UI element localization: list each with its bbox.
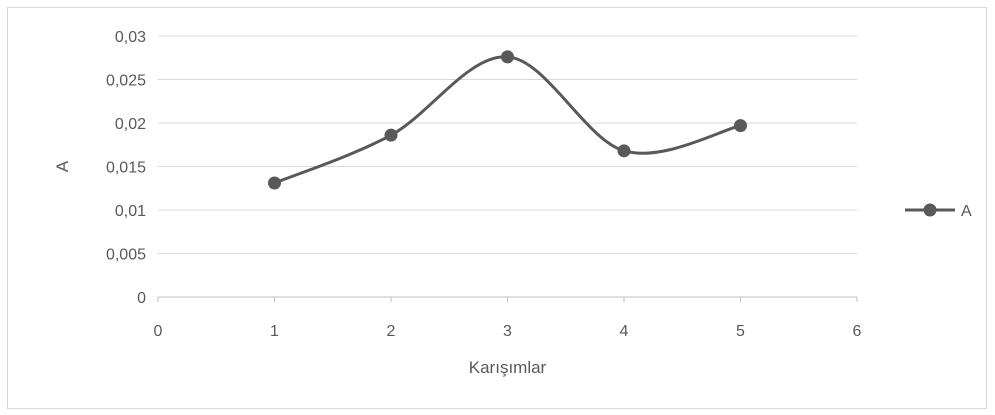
- chart-area: [7, 7, 987, 409]
- x-tick-label: 2: [387, 323, 396, 340]
- x-axis-tick-marks: [157, 297, 858, 302]
- y-tick-label: 0,015: [106, 160, 146, 177]
- x-axis-ticks: 0 1 2 3 4 5 6: [154, 323, 862, 340]
- series-group: [268, 50, 747, 190]
- data-point[interactable]: [501, 50, 514, 64]
- y-tick-label: 0: [137, 290, 146, 307]
- y-axis-ticks: 0 0,005 0,01 0,015 0,02 0,025 0,03: [106, 29, 146, 307]
- x-tick-label: 1: [270, 323, 279, 340]
- series-line: [273, 55, 742, 185]
- x-tick-label: 3: [503, 323, 512, 340]
- x-tick-label: 4: [620, 323, 629, 340]
- x-axis-title: Karışımlar: [469, 358, 547, 377]
- legend-marker: [923, 203, 937, 217]
- gridlines: [158, 35, 857, 254]
- y-tick-label: 0,025: [106, 73, 146, 90]
- y-tick-label: 0,02: [115, 116, 146, 133]
- data-point[interactable]: [734, 119, 747, 133]
- data-point[interactable]: [617, 144, 631, 158]
- y-tick-label: 0,01: [115, 203, 146, 220]
- legend-label: A: [961, 203, 972, 220]
- x-tick-label: 0: [154, 323, 163, 340]
- y-tick-label: 0,005: [106, 247, 146, 264]
- x-tick-label: 5: [736, 323, 745, 340]
- data-point[interactable]: [268, 176, 281, 190]
- legend[interactable]: A: [905, 203, 972, 220]
- y-axis-title: A: [53, 160, 72, 172]
- data-point[interactable]: [384, 128, 398, 142]
- x-tick-label: 6: [853, 323, 862, 340]
- y-tick-label: 0,03: [115, 29, 146, 46]
